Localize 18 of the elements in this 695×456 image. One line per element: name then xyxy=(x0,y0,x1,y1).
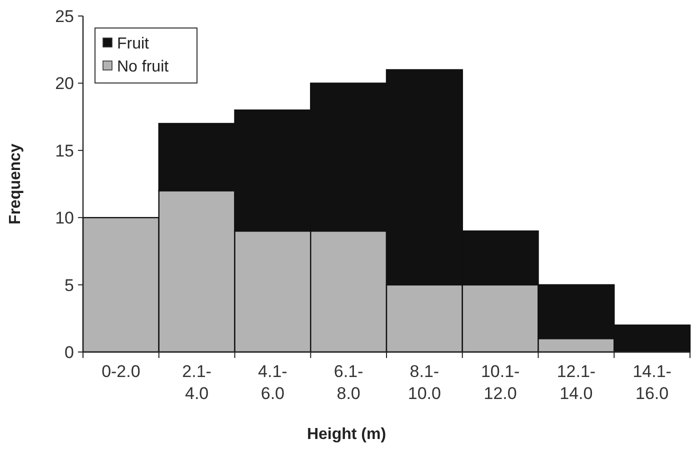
y-tick-label: 10 xyxy=(55,208,74,228)
y-tick-label: 20 xyxy=(55,74,74,94)
x-tick-label: 10.1- 12.0 xyxy=(480,362,520,403)
x-tick-label: 14.1- 16.0 xyxy=(632,362,672,403)
x-tick-label: 12.1- 14.0 xyxy=(556,362,596,403)
x-tick-label: 8.1- 10.0 xyxy=(408,362,441,403)
x-axis-title: Height (m) xyxy=(306,426,386,443)
x-tick-label: 6.1- 8.0 xyxy=(334,362,364,403)
x-tick-label: 0-2.0 xyxy=(102,362,140,381)
y-tick-label: 5 xyxy=(64,276,74,295)
y-tick-label: 0 xyxy=(64,342,74,362)
y-axis-title: Frequency xyxy=(7,143,24,224)
x-tick-label: 2.1- 4.0 xyxy=(182,362,212,403)
legend-label: No fruit xyxy=(117,58,170,76)
x-tick-label: 4.1- 6.0 xyxy=(258,362,288,403)
legend-label: Fruit xyxy=(117,36,150,53)
y-tick-label: 25 xyxy=(55,6,74,26)
y-tick-label: 15 xyxy=(55,141,74,160)
